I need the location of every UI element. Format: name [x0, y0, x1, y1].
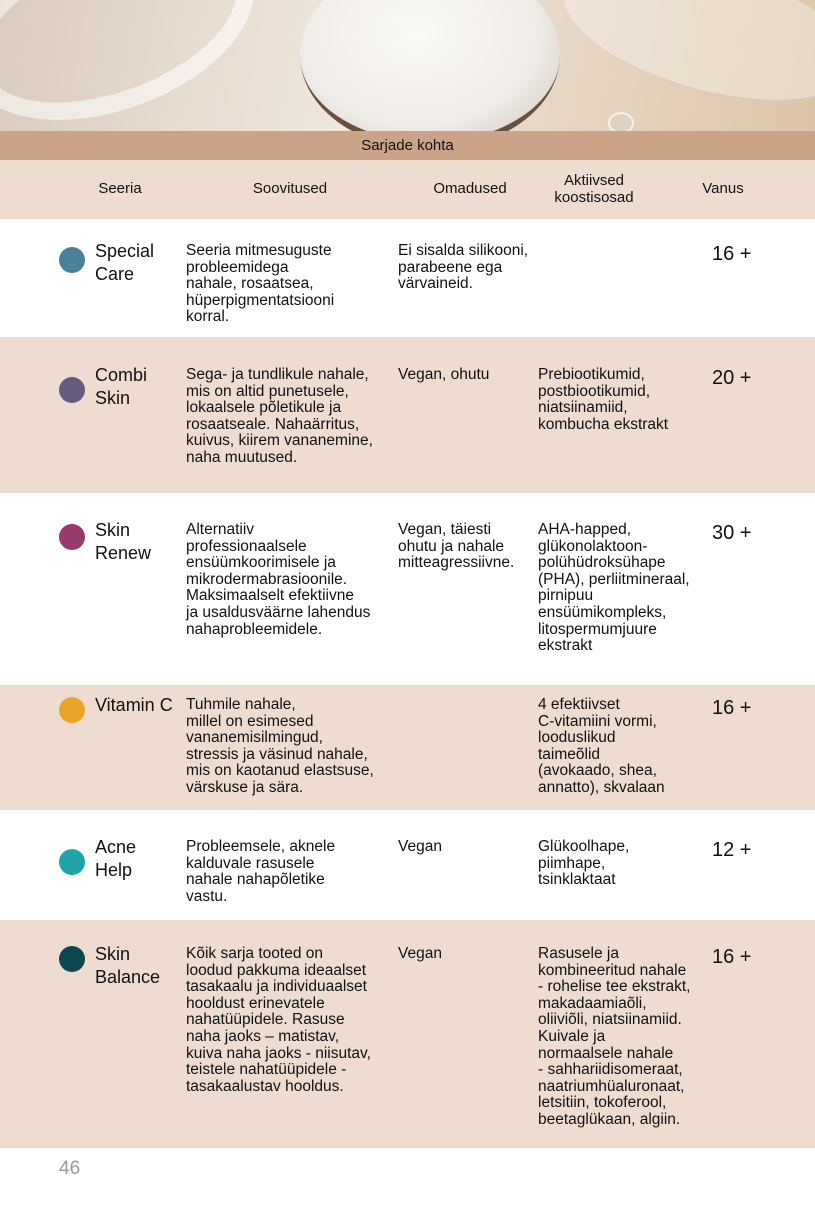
series-color-dot-icon [59, 247, 85, 273]
active-ingredients-cell: Rasusele ja kombineeritud nahale - rohel… [538, 945, 691, 1128]
recommendations-cell: Seeria mitmesuguste probleemidega nahale… [186, 242, 335, 326]
recommendations-cell: Alternatiiv professionaalsele ensüümkoor… [186, 521, 371, 638]
recommendations-cell: Kõik sarja tooted on loodud pakkuma idea… [186, 945, 371, 1095]
active-ingredients-cell: Glükoolhape, piimhape, tsinklaktaat [538, 838, 630, 889]
properties-cell: Vegan [398, 838, 442, 855]
table-row: Combi Skin Sega- ja tundlikule nahale, mi… [0, 337, 815, 493]
series-table: Special Care Seeria mitmesuguste probleem… [0, 219, 815, 1148]
series-color-dot-icon [59, 524, 85, 550]
series-color-dot-icon [59, 849, 85, 875]
page-number: 46 [59, 1158, 81, 1179]
series-color-dot-icon [59, 377, 85, 403]
table-row: Skin Balance Kõik sarja tooted on loodud … [0, 920, 815, 1148]
header-recommendations: Soovitused [252, 180, 328, 197]
properties-cell: Vegan [398, 945, 442, 962]
properties-cell: Vegan, täiesti ohutu ja nahale mitteagre… [398, 521, 515, 572]
series-name: Special Care [95, 241, 155, 284]
table-row: Skin Renew Alternatiiv professionaalsele … [0, 493, 815, 685]
properties-cell: Ei sisalda silikooni, parabeene ega värv… [398, 242, 529, 293]
active-ingredients-cell: AHA-happed, glükonolaktoon- polühüdroksü… [538, 521, 690, 655]
recommendations-cell: Probleemsele, aknele kalduvale rasusele … [186, 838, 336, 905]
series-name: Skin Balance [95, 944, 161, 987]
age-cell: 20 + [712, 367, 752, 389]
age-cell: 30 + [712, 522, 752, 544]
header-age: Vanus [702, 180, 744, 197]
table-header: Seeria Soovitused Omadused Aktiivsed koo… [0, 160, 815, 219]
header-series: Seeria [98, 180, 142, 197]
series-name: Combi Skin [95, 365, 148, 408]
section-title: Sarjade kohta [0, 131, 815, 160]
header-properties: Omadused [433, 180, 507, 197]
header-active-ingredients: Aktiivsed koostisosad [554, 172, 634, 206]
age-cell: 16 + [712, 697, 752, 719]
active-ingredients-cell: Prebiootikumid, postbiootikumid, niatsii… [538, 366, 669, 433]
hero-image [0, 0, 815, 131]
active-ingredients-cell: 4 efektiivset C-vitamiini vormi, loodusl… [538, 696, 665, 796]
age-cell: 16 + [712, 946, 752, 968]
series-color-dot-icon [59, 946, 85, 972]
age-cell: 12 + [712, 839, 752, 861]
age-cell: 16 + [712, 243, 752, 265]
properties-cell: Vegan, ohutu [398, 366, 490, 383]
series-name: Vitamin C [95, 695, 173, 715]
table-row: Vitamin C Tuhmile nahale, millel on esime… [0, 685, 815, 810]
series-color-dot-icon [59, 697, 85, 723]
table-row: Special Care Seeria mitmesuguste probleem… [0, 219, 815, 337]
recommendations-cell: Tuhmile nahale, millel on esimesed vanan… [186, 696, 374, 796]
recommendations-cell: Sega- ja tundlikule nahale, mis on altid… [186, 366, 373, 466]
table-row: Acne Help Probleemsele, aknele kalduvale … [0, 810, 815, 920]
series-name: Acne Help [95, 837, 137, 880]
series-name: Skin Renew [95, 520, 152, 563]
